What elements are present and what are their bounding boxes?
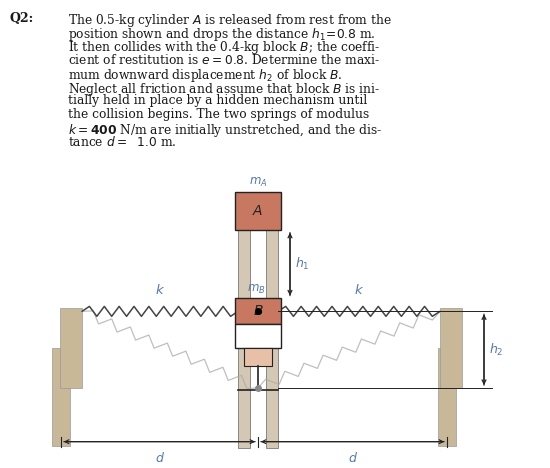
Text: It then collides with the 0.4-kg block $B$; the coeffi-: It then collides with the 0.4-kg block $…	[68, 39, 381, 56]
Text: tance $d =\ \ 1.0$ m.: tance $d =\ \ 1.0$ m.	[68, 136, 177, 149]
Text: $h_1$: $h_1$	[295, 256, 310, 272]
Text: Neglect all friction and assume that block $B$ is ini-: Neglect all friction and assume that blo…	[68, 80, 380, 97]
Text: mum downward displacement $h_2$ of block $B$.: mum downward displacement $h_2$ of block…	[68, 67, 343, 84]
Bar	[235, 324, 281, 348]
Text: $d$: $d$	[348, 451, 358, 465]
Text: $k$: $k$	[155, 284, 165, 298]
Bar	[52, 348, 70, 446]
Bar	[238, 192, 250, 448]
Bar	[438, 348, 456, 446]
Text: position shown and drops the distance $h_1\!=\!0.8$ m.: position shown and drops the distance $h…	[68, 26, 376, 43]
Text: $k$: $k$	[354, 284, 364, 298]
Text: $m_A$: $m_A$	[249, 176, 267, 189]
Bar	[60, 308, 82, 388]
Bar	[244, 348, 272, 366]
Bar	[266, 192, 278, 448]
Bar	[235, 192, 281, 230]
Text: $B$: $B$	[252, 304, 263, 318]
Text: cient of restitution is $e = 0.8$. Determine the maxi-: cient of restitution is $e = 0.8$. Deter…	[68, 53, 380, 67]
Text: $h_2$: $h_2$	[489, 342, 504, 358]
Bar	[440, 308, 462, 388]
Text: the collision begins. The two springs of modulus: the collision begins. The two springs of…	[68, 108, 369, 121]
Text: $m_B$: $m_B$	[247, 283, 265, 296]
Text: $d$: $d$	[155, 451, 164, 465]
Text: Q2:: Q2:	[10, 12, 34, 25]
Text: The 0.5-kg cylinder $A$ is released from rest from the: The 0.5-kg cylinder $A$ is released from…	[68, 12, 392, 29]
Bar	[235, 299, 281, 324]
Text: $k = \mathbf{400}$ N/m are initially unstretched, and the dis-: $k = \mathbf{400}$ N/m are initially uns…	[68, 122, 382, 139]
Text: tially held in place by a hidden mechanism until: tially held in place by a hidden mechani…	[68, 95, 367, 107]
Text: $A$: $A$	[252, 204, 263, 218]
